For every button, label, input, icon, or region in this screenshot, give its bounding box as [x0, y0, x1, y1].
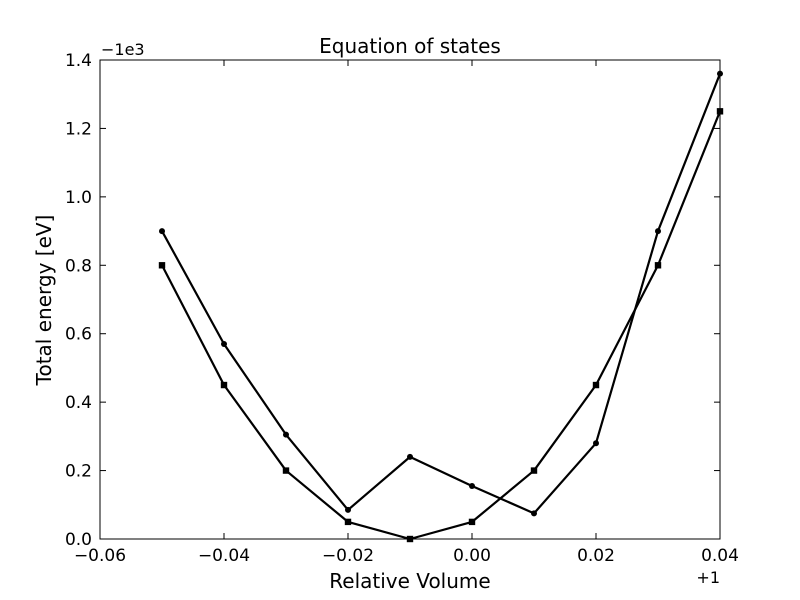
y-axis-tick-labels: 0.0 0.2 0.4 0.6 0.8 1.0 1.2 1.4: [65, 51, 92, 550]
data-point-circle: [655, 228, 661, 235]
data-point-square: [344, 518, 352, 526]
x-tick-label: 0.02: [577, 546, 615, 566]
chart-title: Equation of states: [319, 34, 501, 58]
y-tick-label: 0.6: [65, 325, 92, 345]
y-tick-label: 0.4: [65, 393, 92, 413]
data-point-circle: [283, 431, 289, 438]
data-point-square: [530, 467, 538, 474]
data-point-square: [654, 262, 662, 269]
data-point-square: [592, 381, 600, 389]
series-line-1: [161, 73, 722, 515]
series-line-2: [161, 110, 722, 541]
axis-ticks: [99, 59, 721, 540]
x-tick-label: −0.02: [322, 546, 374, 566]
plot-area: [99, 59, 721, 540]
data-point-circle: [531, 510, 537, 517]
series-lines: [161, 73, 722, 541]
y-tick-label: 1.2: [65, 119, 92, 139]
data-point-square: [282, 467, 290, 474]
y-tick-label: 1.0: [65, 188, 92, 208]
x-tick-label: 0.04: [701, 546, 739, 566]
y-tick-label: 0.0: [65, 530, 92, 550]
x-axis-label: Relative Volume: [329, 569, 490, 593]
x-tick-label: −0.04: [198, 546, 250, 566]
data-point-square: [220, 381, 228, 389]
data-point-square: [468, 518, 476, 526]
y-tick-label: 0.2: [65, 462, 92, 482]
data-point-circle: [221, 340, 227, 347]
x-tick-label: 0.00: [453, 546, 491, 566]
x-axis-offset-label: +1: [696, 568, 720, 587]
y-tick-label: 1.4: [65, 51, 92, 71]
data-point-circle: [593, 440, 599, 447]
data-point-circle: [407, 453, 413, 460]
data-point-square: [158, 262, 166, 269]
y-axis-label: Total energy [eV]: [32, 215, 56, 387]
data-point-circle: [159, 228, 165, 235]
x-tick-label: −0.06: [74, 546, 126, 566]
data-point-circle: [469, 482, 475, 489]
x-axis-tick-labels: −0.06 −0.04 −0.02 0.00 0.02 0.04: [74, 546, 739, 566]
y-tick-label: 0.8: [65, 256, 92, 276]
data-point-circle: [345, 506, 351, 513]
y-axis-offset-label: −1e3: [101, 40, 145, 59]
